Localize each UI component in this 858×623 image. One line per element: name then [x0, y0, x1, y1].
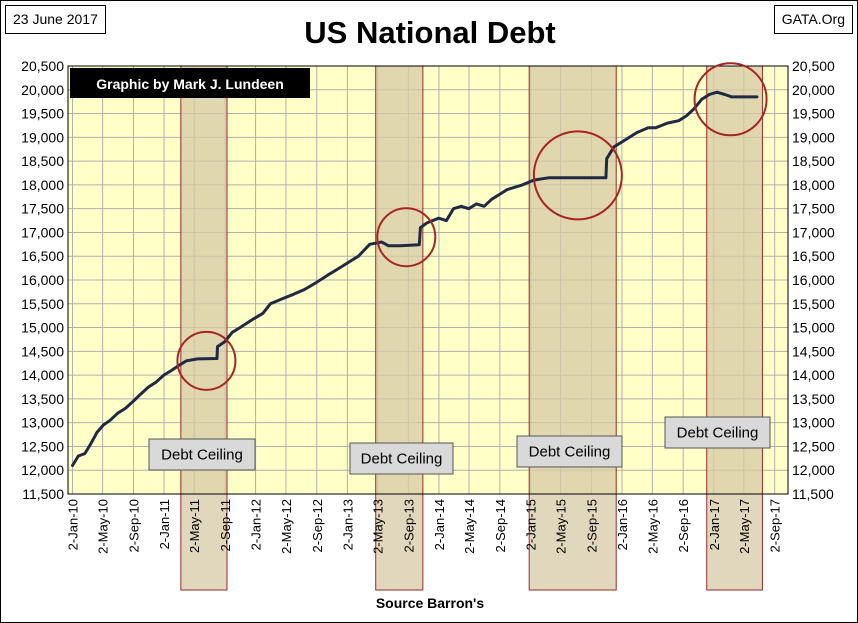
x-tick-label: 2-Sep-17 — [768, 499, 783, 552]
highlight-circle — [693, 62, 768, 137]
x-tick-label: 2-May-13 — [370, 499, 385, 554]
y-tick-label-left: 14,000 — [21, 367, 64, 383]
chart-title: US National Debt — [304, 15, 556, 50]
plot-frame — [67, 65, 789, 495]
x-tick-label: 2-Jan-13 — [340, 499, 355, 550]
x-tick-label: 2-May-17 — [737, 499, 752, 554]
highlight-circle — [376, 207, 437, 268]
y-tick-label-right: 15,500 — [792, 296, 835, 312]
x-tick-label: 2-Sep-16 — [676, 499, 691, 552]
y-tick-label-right: 17,500 — [792, 201, 835, 217]
x-tick-label: 2-May-16 — [645, 499, 660, 554]
y-tick-label-left: 12,500 — [21, 438, 64, 454]
y-tick-label-right: 18,000 — [792, 177, 835, 193]
y-tick-label-right: 19,500 — [792, 106, 835, 122]
debt-ceiling-label: Debt Ceiling — [361, 451, 443, 468]
x-tick-label: 2-Jan-17 — [707, 499, 722, 550]
y-tick-label-right: 19,000 — [792, 129, 835, 145]
debt-ceiling-band — [528, 65, 617, 591]
x-tick-label: 2-Sep-12 — [310, 499, 325, 552]
debt-series-line — [71, 90, 759, 467]
highlight-circle — [176, 330, 237, 391]
y-tick-label-left: 20,000 — [21, 82, 64, 98]
debt-ceiling-label-box — [349, 442, 454, 475]
y-tick-label-left: 18,500 — [21, 153, 64, 169]
y-tick-label-left: 19,000 — [21, 129, 64, 145]
y-tick-label-right: 20,500 — [792, 58, 835, 74]
x-axis-caption: Source Barron's — [375, 595, 485, 611]
debt-ceiling-label: Debt Ceiling — [529, 444, 611, 461]
highlight-circle — [532, 130, 623, 221]
y-tick-label-left: 19,500 — [21, 106, 64, 122]
credit-box — [70, 68, 310, 98]
y-tick-label-left: 16,500 — [21, 248, 64, 264]
x-tick-label: 2-Sep-13 — [401, 499, 416, 552]
x-tick-label: 2-Jan-12 — [249, 499, 264, 550]
x-tick-label: 2-Sep-15 — [584, 499, 599, 552]
debt-ceiling-band — [180, 65, 228, 591]
x-tick-label: 2-Jan-15 — [523, 499, 538, 550]
source-label: GATA.Org — [773, 5, 853, 34]
y-tick-label-right: 12,500 — [792, 438, 835, 454]
y-tick-label-left: 17,500 — [21, 201, 64, 217]
y-tick-label-left: 16,000 — [21, 272, 64, 288]
y-tick-label-right: 14,000 — [792, 367, 835, 383]
x-tick-label: 2-Jan-14 — [432, 499, 447, 550]
x-tick-label: 2-May-14 — [462, 499, 477, 554]
y-tick-label-left: 14,500 — [21, 343, 64, 359]
y-tick-label-right: 16,000 — [792, 272, 835, 288]
debt-ceiling-label-box — [516, 435, 623, 468]
y-tick-label-left: 17,000 — [21, 224, 64, 240]
debt-ceiling-label-box — [664, 416, 771, 449]
x-tick-label: 2-May-15 — [554, 499, 569, 554]
x-tick-label: 2-Sep-11 — [218, 499, 233, 552]
y-tick-label-left: 15,000 — [21, 320, 64, 336]
y-tick-label-left: 18,000 — [21, 177, 64, 193]
y-tick-label-left: 13,500 — [21, 391, 64, 407]
debt-ceiling-band — [375, 65, 424, 591]
y-tick-label-right: 15,000 — [792, 320, 835, 336]
y-tick-label-left: 20,500 — [21, 58, 64, 74]
y-tick-label-left: 15,500 — [21, 296, 64, 312]
x-tick-label: 2-Jan-16 — [615, 499, 630, 550]
y-tick-label-right: 18,500 — [792, 153, 835, 169]
credit-label: Graphic by Mark J. Lundeen — [96, 76, 284, 92]
y-tick-label-right: 13,500 — [792, 391, 835, 407]
x-tick-label: 2-May-10 — [96, 499, 111, 554]
x-tick-label: 2-Sep-10 — [126, 499, 141, 552]
x-tick-label: 2-Jan-11 — [157, 499, 172, 549]
y-tick-label-right: 16,500 — [792, 248, 835, 264]
x-tick-label: 2-Jan-10 — [66, 499, 81, 550]
y-tick-label-right: 20,000 — [792, 82, 835, 98]
debt-ceiling-label-box — [148, 438, 256, 471]
y-tick-label-left: 13,000 — [21, 415, 64, 431]
x-tick-label: 2-May-11 — [187, 499, 202, 553]
y-tick-label-right: 13,000 — [792, 415, 835, 431]
y-tick-label-right: 14,500 — [792, 343, 835, 359]
x-tick-label: 2-May-12 — [279, 499, 294, 554]
y-tick-label-right: 12,000 — [792, 462, 835, 478]
x-tick-label: 2-Sep-14 — [493, 499, 508, 552]
y-tick-label-left: 12,000 — [21, 462, 64, 478]
debt-ceiling-label: Debt Ceiling — [161, 447, 243, 464]
y-tick-label-right: 11,500 — [792, 486, 834, 502]
debt-ceiling-label: Debt Ceiling — [677, 425, 759, 442]
debt-ceiling-band — [706, 65, 763, 591]
y-tick-label-right: 17,000 — [792, 224, 835, 240]
date-label: 23 June 2017 — [5, 5, 106, 34]
y-tick-label-left: 11,500 — [22, 486, 64, 502]
